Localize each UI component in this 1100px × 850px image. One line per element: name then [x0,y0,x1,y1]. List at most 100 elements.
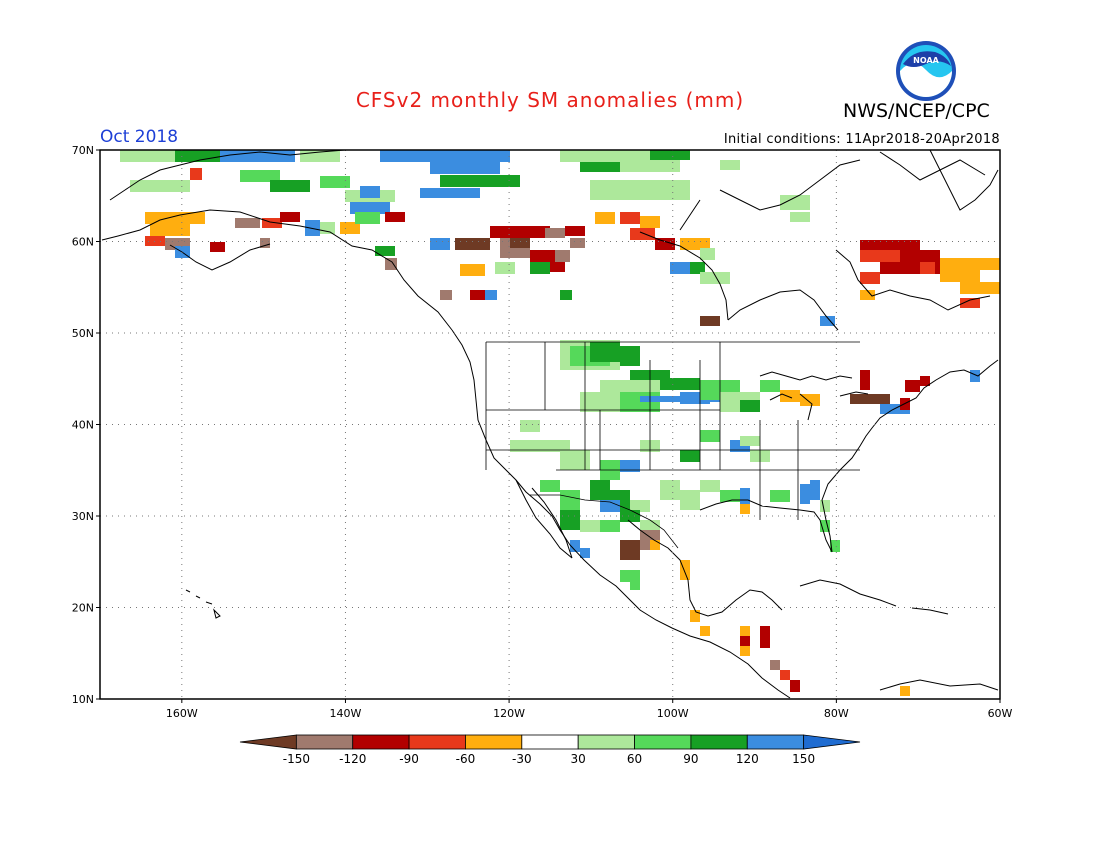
anomaly-cell [650,150,690,160]
anomaly-cell [740,400,760,412]
anomaly-cell [800,484,810,504]
anomaly-cell [860,272,880,284]
anomaly-cell [820,500,830,512]
great-lakes [759,371,869,421]
anomaly-cell [620,540,640,560]
anomaly-cell [580,162,620,172]
anomaly-cell [490,226,550,238]
anomaly-cell [860,370,870,380]
anomaly-cell [420,188,480,198]
anomaly-cell [240,170,280,182]
anomaly-cells [120,150,1000,696]
anomaly-cell [700,480,720,492]
anomaly-cell [430,238,450,250]
anomaly-cell [620,346,640,366]
anomaly-cell [620,510,640,522]
lon-label: 160W [166,707,198,720]
anomaly-cell [580,392,620,412]
lon-label: 80W [824,707,849,720]
lat-label: 60N [72,236,94,249]
anomaly-cell [700,626,710,636]
lat-label: 10N [72,693,94,706]
anomaly-cell [760,626,770,636]
anomaly-cell [940,258,1000,270]
anomaly-cell [830,540,840,552]
anomaly-cell [905,380,920,392]
lon-label: 140W [330,707,362,720]
anomaly-cell [760,380,780,392]
anomaly-cell [690,610,700,622]
anomaly-cell [960,298,980,308]
anomaly-cell [590,480,610,500]
lat-label: 30N [72,510,94,523]
anomaly-cell [555,250,570,262]
anomaly-cell [355,212,380,224]
anomaly-cell [540,480,560,492]
anomaly-cell [220,150,295,162]
anomaly-cell [860,380,870,390]
anomaly-cell [700,430,720,442]
anomaly-cell [940,270,980,282]
anomaly-cell [770,660,780,670]
colorbar-tick: 60 [627,752,642,766]
anomaly-cell [970,370,980,382]
colorbar-tick: 30 [571,752,586,766]
anomaly-cell [860,240,920,250]
anomaly-cell [700,272,730,284]
anomaly-cell [440,290,452,300]
anomaly-cell [580,520,600,532]
anomaly-cell [560,290,572,300]
colorbar-arrow-right [803,734,861,750]
anomaly-cell [680,560,690,580]
colorbar-bin [295,734,354,750]
anomaly-cell [560,450,590,470]
anomaly-cell [520,420,540,432]
latitude-labels: 70N 60N 50N 40N 30N 20N 10N [72,144,94,706]
anomaly-cell [262,218,282,228]
anomaly-cell [630,580,640,590]
lat-label: 50N [72,327,94,340]
anomaly-cell [485,290,497,300]
anomaly-cell [580,548,590,558]
anomaly-cell [530,262,550,274]
anomaly-cell [760,636,770,648]
anomaly-cell [470,290,485,300]
anomaly-cell [620,570,640,582]
anomaly-cell [810,480,820,500]
anomaly-cell [270,180,310,192]
anomaly-cell [800,394,820,406]
anomaly-cell [145,212,205,224]
hawaii [185,589,221,619]
longitude-labels: 160W 140W 120W 100W 80W 60W [166,707,1013,720]
anomaly-cell [900,250,940,262]
anomaly-cell [600,520,620,532]
anomaly-cell [620,460,640,472]
anomaly-cell [460,264,485,276]
lat-label: 40N [72,419,94,432]
anomaly-cell [510,238,530,248]
anomaly-cell [790,212,810,222]
anomaly-cell [790,680,800,692]
anomaly-cell [770,490,790,502]
anomaly-cell [820,316,835,326]
anomaly-cell [680,450,700,462]
anomaly-cell [650,540,660,550]
colorbar-bin [746,734,805,750]
lat-label: 20N [72,602,94,615]
anomaly-cell [565,226,585,236]
anomaly-cell [740,646,750,656]
baja-coast [515,479,573,559]
anomaly-cell [375,246,395,256]
agency-label: NWS/NCEP/CPC [843,100,990,122]
coastlines [101,149,999,699]
chart-title: CFSv2 monthly SM anomalies (mm) [355,88,745,112]
lon-label: 100W [657,707,689,720]
axis-ticks [96,149,1001,703]
colorbar-bin [465,734,523,750]
colorbar-bin [408,734,466,750]
anomaly-cell [780,670,790,680]
anomaly-cell [510,440,570,452]
anomaly-cell [600,500,620,512]
pacific-coast [451,329,791,699]
anomaly-cell [495,262,515,274]
